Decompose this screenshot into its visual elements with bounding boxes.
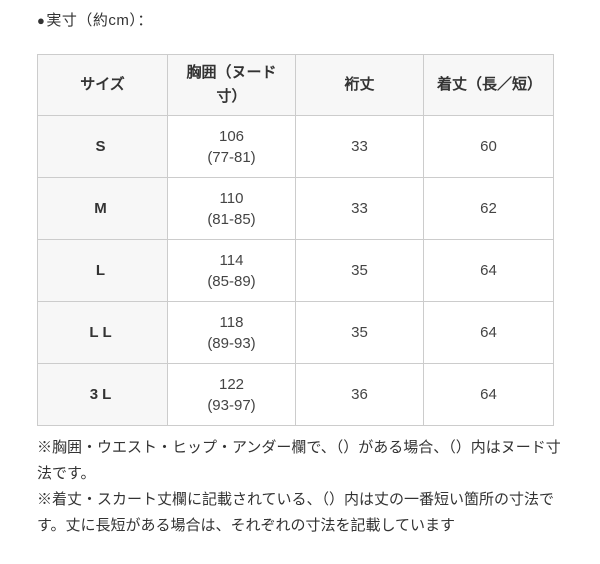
chest-range: (77-81) — [207, 148, 256, 166]
sleeve-cell: 35 — [295, 301, 424, 364]
chest-value: 114 — [219, 251, 244, 269]
chest-value: 118 — [219, 313, 244, 331]
footnote-length-note: ※着丈・スカート丈欄に記載されている、（）内は丈の一番短い箇所の寸法です。丈に長… — [37, 491, 555, 534]
table-row: LL 118 (89-93) 35 64 — [37, 301, 554, 364]
length-cell: 64 — [423, 239, 554, 302]
sleeve-cell: 33 — [295, 177, 424, 240]
chest-value: 110 — [219, 189, 244, 207]
bullet-icon: ● — [37, 13, 46, 28]
chest-range: (85-89) — [207, 272, 256, 290]
measurements-title: ●実寸（約cm）： — [37, 10, 600, 31]
length-cell: 64 — [423, 301, 554, 364]
length-cell: 62 — [423, 177, 554, 240]
chest-range: (81-85) — [207, 210, 256, 228]
chest-cell: 118 (89-93) — [167, 301, 296, 364]
chest-range: (89-93) — [207, 334, 256, 352]
chest-cell: 122 (93-97) — [167, 363, 296, 426]
size-cell: 3L — [37, 363, 168, 426]
chest-range: (93-97) — [207, 396, 256, 414]
table-row: M 110 (81-85) 33 62 — [37, 177, 554, 240]
measurements-title-text: 実寸（約cm）： — [46, 12, 153, 29]
col-header-chest: 胸囲（ヌード寸） — [167, 54, 296, 116]
size-table: サイズ 胸囲（ヌード寸） 裄丈 着丈（長／短） S 106 (77-81) 33… — [37, 54, 554, 426]
header-row: サイズ 胸囲（ヌード寸） 裄丈 着丈（長／短） — [37, 54, 554, 116]
sleeve-cell: 33 — [295, 115, 424, 178]
chest-cell: 110 (81-85) — [167, 177, 296, 240]
size-cell: M — [37, 177, 168, 240]
length-cell: 60 — [423, 115, 554, 178]
table-row: L 114 (85-89) 35 64 — [37, 239, 554, 302]
chest-value: 106 — [218, 127, 245, 145]
chest-value: 122 — [218, 375, 245, 393]
chest-cell: 106 (77-81) — [167, 115, 296, 178]
size-cell: L — [37, 239, 168, 302]
sleeve-cell: 36 — [295, 363, 424, 426]
col-header-length: 着丈（長／短） — [423, 54, 554, 116]
col-header-size: サイズ — [37, 54, 168, 116]
table-row: 3L 122 (93-97) 36 64 — [37, 363, 554, 426]
size-cell: S — [37, 115, 168, 178]
footnotes: ※胸囲・ウエスト・ヒップ・アンダー欄で、（）がある場合、（）内はヌード寸法です。… — [37, 435, 569, 539]
footnote-nude-size: ※胸囲・ウエスト・ヒップ・アンダー欄で、（）がある場合、（）内はヌード寸法です。 — [37, 439, 561, 482]
col-header-sleeve: 裄丈 — [295, 54, 424, 116]
length-cell: 64 — [423, 363, 554, 426]
table-row: S 106 (77-81) 33 60 — [37, 115, 554, 178]
chest-cell: 114 (85-89) — [167, 239, 296, 302]
size-cell: LL — [37, 301, 168, 364]
sleeve-cell: 35 — [295, 239, 424, 302]
